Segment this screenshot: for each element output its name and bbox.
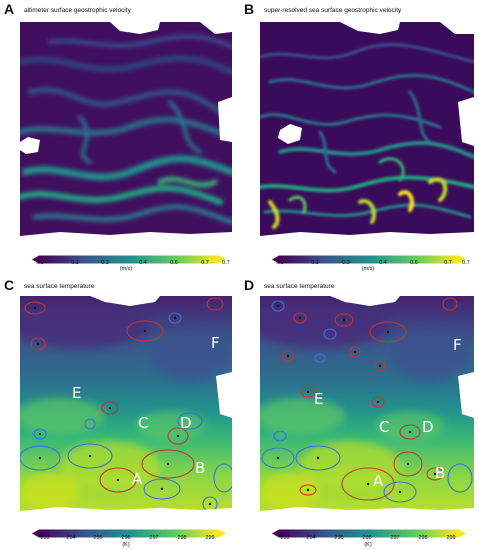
- colorbar-c-tick: 299: [205, 535, 215, 541]
- sst-colorbar-c: [32, 525, 228, 543]
- colorbar-b-tick: 0.7: [462, 260, 470, 266]
- feature-label-a: A: [132, 470, 143, 488]
- colorbar-b-tick: 0.6: [410, 260, 418, 266]
- panel-letter-a: A: [4, 1, 15, 17]
- panel-letter-b: B: [244, 1, 255, 17]
- colorbar-d-tick: 296: [362, 535, 372, 541]
- colorbar-d-tick: 295: [334, 535, 344, 541]
- panel-a-title: altimeter surface geostrophic velocity: [24, 7, 131, 14]
- feature-label-e: E: [72, 384, 82, 402]
- colorbar-b-tick: 0.1: [311, 260, 319, 266]
- feature-label-a: A: [373, 472, 384, 490]
- colorbar-b-tick: 0.3: [342, 260, 350, 266]
- colorbar-d-tick: 299: [446, 535, 456, 541]
- colorbar-d-tick: 298: [418, 535, 428, 541]
- colorbar-c-tick: 297: [149, 535, 159, 541]
- colorbar-b-unit: (m/s): [361, 266, 375, 272]
- colorbar-d-tick: 293: [280, 535, 290, 541]
- feature-label-b: B: [435, 464, 446, 482]
- panel-d-title: sea surface temperature: [264, 283, 335, 290]
- feature-label-b: B: [195, 459, 206, 477]
- feature-label-d: D: [180, 414, 192, 432]
- panel-c-title: sea surface temperature: [24, 283, 95, 290]
- colorbar-a-tick: 0.6: [170, 260, 178, 266]
- colorbar-a-tick: 0.7: [222, 260, 230, 266]
- colorbar-c-unit: (K): [122, 542, 130, 548]
- colorbar-d-tick: 297: [390, 535, 400, 541]
- feature-label-c: C: [138, 414, 149, 432]
- colorbar-a-tick: 0.4: [139, 260, 147, 266]
- sst-colorbar-d: [272, 525, 468, 543]
- colorbar-d-unit: (K): [364, 542, 372, 548]
- feature-label-e: E: [314, 390, 324, 408]
- colorbar-c-tick: 298: [177, 535, 187, 541]
- colorbar-d-tick: 294: [306, 535, 316, 541]
- colorbar-c-tick: 296: [121, 535, 131, 541]
- panel-letter-d: D: [244, 277, 255, 293]
- colorbar-c-tick: 295: [93, 535, 103, 541]
- velocity-map-b: [260, 22, 474, 250]
- colorbar-a-unit: (m/s): [119, 266, 133, 272]
- feature-label-f: F: [453, 336, 462, 354]
- sst-map-d: [260, 296, 474, 524]
- colorbar-c-tick: 294: [66, 535, 76, 541]
- panel-letter-c: C: [4, 277, 15, 293]
- colorbar-a-tick: 0.0: [36, 260, 44, 266]
- colorbar-b-tick: 0.7: [444, 260, 452, 266]
- colorbar-a-tick: 0.1: [71, 260, 79, 266]
- velocity-colorbar-a: [32, 251, 228, 269]
- feature-label-d: D: [422, 418, 434, 436]
- velocity-map-a: [20, 22, 232, 250]
- velocity-colorbar-b: [272, 251, 468, 269]
- colorbar-a-tick: 0.7: [201, 260, 209, 266]
- feature-label-f: F: [211, 334, 220, 352]
- colorbar-c-tick: 293: [40, 535, 50, 541]
- sst-map-c: [20, 296, 232, 524]
- colorbar-b-tick: 0.4: [379, 260, 387, 266]
- colorbar-a-tick: 0.3: [101, 260, 109, 266]
- feature-label-c: C: [379, 418, 390, 436]
- colorbar-b-tick: 0.0: [276, 260, 284, 266]
- panel-b-title: super-resolved sea surface geostrophic v…: [264, 7, 402, 14]
